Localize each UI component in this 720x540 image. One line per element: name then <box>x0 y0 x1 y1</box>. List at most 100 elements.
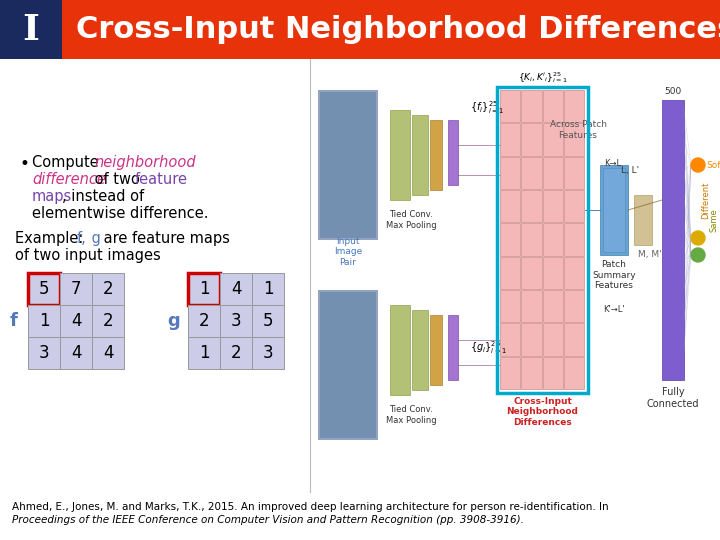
Bar <box>521 123 541 156</box>
Bar <box>542 224 563 255</box>
Bar <box>521 323 541 356</box>
Bar <box>564 323 584 356</box>
Bar <box>564 90 584 123</box>
Text: 2: 2 <box>199 312 210 330</box>
FancyBboxPatch shape <box>28 337 60 369</box>
Text: are feature maps: are feature maps <box>99 231 230 246</box>
Bar <box>603 168 625 252</box>
Bar <box>634 195 652 245</box>
Text: $\{K_i, K'_i\}^{25}_{i=1}$: $\{K_i, K'_i\}^{25}_{i=1}$ <box>518 71 567 85</box>
Bar <box>564 123 584 156</box>
Bar <box>500 123 521 156</box>
Text: of two input images: of two input images <box>15 248 161 263</box>
Bar <box>318 90 378 240</box>
Bar <box>564 157 584 189</box>
Text: Ahmed, E., Jones, M. and Marks, T.K., 2015. An improved deep learning architectu: Ahmed, E., Jones, M. and Marks, T.K., 20… <box>12 502 608 512</box>
Text: f: f <box>10 312 18 330</box>
Bar <box>542 90 563 123</box>
Bar <box>390 110 410 200</box>
Bar <box>542 356 563 389</box>
Text: 3: 3 <box>230 312 241 330</box>
Bar <box>521 256 541 289</box>
FancyBboxPatch shape <box>188 337 220 369</box>
FancyBboxPatch shape <box>220 273 252 305</box>
FancyBboxPatch shape <box>60 305 92 337</box>
Text: g: g <box>168 312 181 330</box>
FancyBboxPatch shape <box>60 273 92 305</box>
Bar <box>542 123 563 156</box>
Text: 2: 2 <box>230 344 241 362</box>
Bar <box>448 315 458 380</box>
FancyBboxPatch shape <box>252 273 284 305</box>
Text: Cross-Input
Neighborhood
Differences: Cross-Input Neighborhood Differences <box>507 397 578 427</box>
Bar <box>542 157 563 189</box>
Bar <box>0 0 720 59</box>
Bar <box>500 323 521 356</box>
Text: 1: 1 <box>199 280 210 298</box>
FancyBboxPatch shape <box>252 337 284 369</box>
Bar <box>500 157 521 189</box>
Text: Compute: Compute <box>32 155 104 170</box>
Text: 3: 3 <box>263 344 274 362</box>
Text: $\{g_i\}^{25}_{i=1}$: $\{g_i\}^{25}_{i=1}$ <box>470 340 507 356</box>
Bar <box>320 292 376 438</box>
Text: elementwise difference.: elementwise difference. <box>32 206 209 221</box>
Text: 4: 4 <box>71 344 81 362</box>
Bar <box>521 356 541 389</box>
Bar <box>521 224 541 255</box>
Bar <box>521 290 541 322</box>
Bar <box>564 290 584 322</box>
Bar <box>521 190 541 222</box>
Text: L, L': L, L' <box>621 165 639 174</box>
Bar <box>521 90 541 123</box>
Text: Different: Different <box>701 181 711 219</box>
FancyBboxPatch shape <box>188 273 220 305</box>
Text: SoftMax: SoftMax <box>706 160 720 170</box>
FancyBboxPatch shape <box>28 273 60 305</box>
Text: 2: 2 <box>103 312 113 330</box>
Bar <box>600 165 628 255</box>
Text: 2: 2 <box>103 280 113 298</box>
Bar <box>542 256 563 289</box>
Bar <box>430 315 442 385</box>
Bar <box>412 310 428 390</box>
Bar <box>390 305 410 395</box>
Text: 7: 7 <box>71 280 81 298</box>
Text: K→L: K→L <box>604 159 621 167</box>
Text: Example:: Example: <box>15 231 88 246</box>
Text: •: • <box>20 155 30 173</box>
Text: 3: 3 <box>39 344 49 362</box>
Bar <box>318 290 378 440</box>
Bar <box>412 115 428 195</box>
FancyBboxPatch shape <box>220 337 252 369</box>
Bar <box>564 256 584 289</box>
Text: feature: feature <box>135 172 188 187</box>
Text: f,: f, <box>77 231 86 246</box>
Circle shape <box>691 158 705 172</box>
Text: 1: 1 <box>199 344 210 362</box>
Text: , instead of: , instead of <box>62 189 144 204</box>
FancyBboxPatch shape <box>28 305 60 337</box>
Bar <box>500 356 521 389</box>
FancyBboxPatch shape <box>92 337 124 369</box>
Circle shape <box>691 248 705 262</box>
FancyBboxPatch shape <box>92 273 124 305</box>
Bar <box>500 90 521 123</box>
Bar <box>564 190 584 222</box>
Text: $\{f_i\}^{25}_{i=1}$: $\{f_i\}^{25}_{i=1}$ <box>470 99 504 117</box>
Text: Proceedings of the IEEE Conference on Computer Vision and Pattern Recognition (p: Proceedings of the IEEE Conference on Co… <box>12 515 524 525</box>
Text: 4: 4 <box>103 344 113 362</box>
Circle shape <box>691 231 705 245</box>
Bar <box>542 190 563 222</box>
Text: of two: of two <box>90 172 145 187</box>
Text: 4: 4 <box>71 312 81 330</box>
Text: K'→L': K'→L' <box>603 306 625 314</box>
FancyBboxPatch shape <box>92 305 124 337</box>
Text: 500: 500 <box>665 87 682 97</box>
Text: Patch
Summary
Features: Patch Summary Features <box>592 260 636 290</box>
Text: 1: 1 <box>263 280 274 298</box>
Bar <box>564 224 584 255</box>
Bar <box>320 92 376 238</box>
FancyBboxPatch shape <box>252 305 284 337</box>
Text: 5: 5 <box>39 280 49 298</box>
